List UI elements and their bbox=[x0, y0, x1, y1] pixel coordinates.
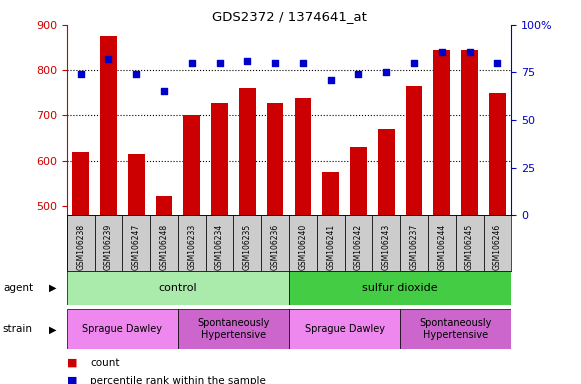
Text: GSM106235: GSM106235 bbox=[243, 223, 252, 270]
Text: ■: ■ bbox=[67, 358, 77, 368]
Text: ▶: ▶ bbox=[49, 324, 56, 334]
Bar bbox=[317, 215, 345, 271]
Text: GSM106236: GSM106236 bbox=[271, 223, 279, 270]
Bar bbox=[123, 215, 150, 271]
Bar bbox=[67, 309, 178, 349]
Bar bbox=[67, 271, 289, 305]
Text: GSM106245: GSM106245 bbox=[465, 223, 474, 270]
Text: percentile rank within the sample: percentile rank within the sample bbox=[90, 376, 266, 384]
Text: GSM106241: GSM106241 bbox=[326, 223, 335, 270]
Bar bbox=[345, 215, 372, 271]
Text: GSM106234: GSM106234 bbox=[215, 223, 224, 270]
Bar bbox=[456, 215, 483, 271]
Bar bbox=[156, 196, 173, 215]
Bar bbox=[400, 215, 428, 271]
Bar bbox=[489, 93, 505, 215]
Point bbox=[298, 60, 307, 66]
Bar bbox=[211, 103, 228, 215]
Text: ▶: ▶ bbox=[49, 283, 56, 293]
Bar bbox=[267, 103, 284, 215]
Text: Sprague Dawley: Sprague Dawley bbox=[304, 324, 385, 334]
Point bbox=[326, 77, 335, 83]
Text: GSM106247: GSM106247 bbox=[132, 223, 141, 270]
Point bbox=[243, 58, 252, 64]
Bar bbox=[350, 147, 367, 215]
Bar bbox=[433, 50, 450, 215]
Text: GSM106240: GSM106240 bbox=[299, 223, 307, 270]
Bar bbox=[95, 215, 123, 271]
Point bbox=[410, 60, 419, 66]
Point bbox=[271, 60, 280, 66]
Bar bbox=[150, 215, 178, 271]
Text: GSM106246: GSM106246 bbox=[493, 223, 502, 270]
Text: Spontaneously
Hypertensive: Spontaneously Hypertensive bbox=[198, 318, 270, 340]
Bar bbox=[295, 98, 311, 215]
Text: Sprague Dawley: Sprague Dawley bbox=[83, 324, 162, 334]
Text: sulfur dioxide: sulfur dioxide bbox=[363, 283, 438, 293]
Bar bbox=[428, 215, 456, 271]
Bar bbox=[178, 309, 289, 349]
Point bbox=[76, 71, 85, 78]
Text: GSM106248: GSM106248 bbox=[160, 223, 168, 270]
Text: GSM106243: GSM106243 bbox=[382, 223, 391, 270]
Bar bbox=[461, 50, 478, 215]
Text: strain: strain bbox=[3, 324, 33, 334]
Bar bbox=[234, 215, 261, 271]
Point bbox=[382, 70, 391, 76]
Bar bbox=[100, 36, 117, 215]
Text: ■: ■ bbox=[67, 376, 77, 384]
Text: GSM106244: GSM106244 bbox=[437, 223, 446, 270]
Text: GSM106239: GSM106239 bbox=[104, 223, 113, 270]
Bar bbox=[378, 129, 394, 215]
Bar bbox=[289, 215, 317, 271]
Bar bbox=[483, 215, 511, 271]
Bar bbox=[289, 271, 511, 305]
Bar bbox=[67, 215, 95, 271]
Bar bbox=[184, 116, 200, 215]
Point bbox=[465, 48, 474, 55]
Bar bbox=[206, 215, 234, 271]
Text: GSM106238: GSM106238 bbox=[76, 223, 85, 270]
Bar bbox=[73, 152, 89, 215]
Point bbox=[493, 60, 502, 66]
Text: control: control bbox=[159, 283, 197, 293]
Bar bbox=[400, 309, 511, 349]
Text: count: count bbox=[90, 358, 120, 368]
Point bbox=[354, 71, 363, 78]
Text: GDS2372 / 1374641_at: GDS2372 / 1374641_at bbox=[211, 10, 367, 23]
Text: GSM106242: GSM106242 bbox=[354, 223, 363, 270]
Point bbox=[437, 48, 446, 55]
Bar bbox=[322, 172, 339, 215]
Point bbox=[215, 60, 224, 66]
Bar bbox=[128, 154, 145, 215]
Text: Spontaneously
Hypertensive: Spontaneously Hypertensive bbox=[419, 318, 492, 340]
Text: GSM106233: GSM106233 bbox=[187, 223, 196, 270]
Point bbox=[159, 88, 168, 94]
Point bbox=[104, 56, 113, 62]
Bar bbox=[178, 215, 206, 271]
Bar bbox=[261, 215, 289, 271]
Bar bbox=[406, 86, 422, 215]
Text: GSM106237: GSM106237 bbox=[410, 223, 418, 270]
Bar bbox=[289, 309, 400, 349]
Bar bbox=[239, 88, 256, 215]
Point bbox=[132, 71, 141, 78]
Bar bbox=[372, 215, 400, 271]
Text: agent: agent bbox=[3, 283, 33, 293]
Point bbox=[187, 60, 196, 66]
